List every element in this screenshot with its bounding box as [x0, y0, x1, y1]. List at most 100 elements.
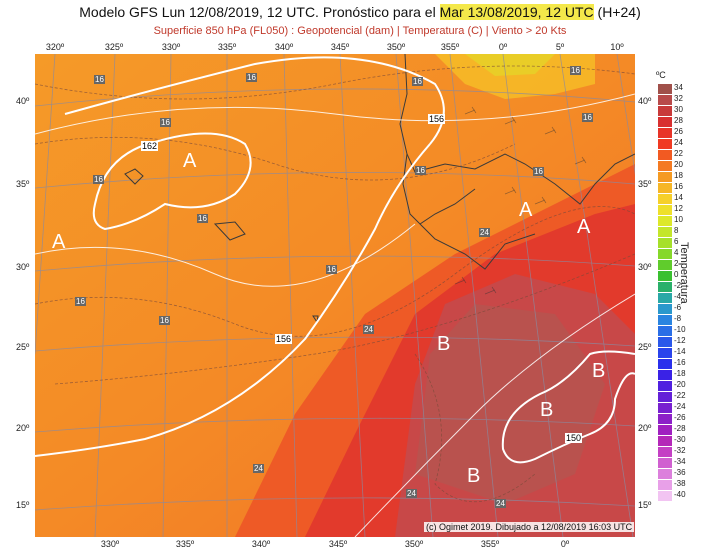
legend-label: 34	[674, 83, 683, 92]
legend-swatch	[658, 260, 672, 270]
legend-label: -16	[674, 358, 686, 367]
high-pressure-label: A	[52, 231, 66, 253]
legend-label: 20	[674, 160, 683, 169]
legend-label: -26	[674, 413, 686, 422]
contour-label: 156	[428, 114, 446, 124]
legend-swatch	[658, 161, 672, 171]
lat-label-right: 35º	[638, 179, 652, 189]
lat-label-right: 20º	[638, 423, 652, 433]
lon-label-bottom: 330º	[100, 539, 120, 549]
legend-label: -30	[674, 435, 686, 444]
lat-label-right: 15º	[638, 500, 652, 510]
legend-label: -18	[674, 369, 686, 378]
legend-label: 30	[674, 105, 683, 114]
low-pressure-label: B	[467, 465, 481, 487]
legend-swatch	[658, 403, 672, 413]
legend-swatch	[658, 172, 672, 182]
legend-swatch	[658, 359, 672, 369]
legend-label: -36	[674, 468, 686, 477]
legend-title: Temperatura	[678, 242, 690, 304]
inner-core-region	[415, 304, 605, 504]
low-pressure-label: B	[592, 360, 606, 382]
lat-label-left: 20º	[16, 423, 30, 433]
contour-150	[501, 350, 635, 464]
temperature-label: 16	[415, 166, 426, 175]
temperature-label: 16	[159, 316, 170, 325]
lon-label-top: 0º	[498, 42, 508, 52]
legend-label: -6	[674, 303, 682, 312]
lon-label-top: 340º	[274, 42, 294, 52]
temperature-label: 16	[94, 75, 105, 84]
map-title: Modelo GFS Lun 12/08/2019, 12 UTC. Pronó…	[79, 4, 641, 20]
legend-label: 8	[674, 226, 679, 235]
temperature-label: 24	[479, 228, 490, 237]
temperature-label: 16	[246, 73, 257, 82]
legend-swatch	[658, 238, 672, 248]
legend-swatch	[658, 414, 672, 424]
legend-label: -24	[674, 402, 686, 411]
legend-label: -8	[674, 314, 682, 323]
legend-swatch	[658, 271, 672, 281]
lat-label-left: 35º	[16, 179, 30, 189]
legend-swatch	[658, 436, 672, 446]
legend-label: 14	[674, 193, 683, 202]
contour-156	[35, 143, 431, 457]
legend-swatch	[658, 337, 672, 347]
contour-label: 162	[141, 141, 159, 151]
legend-label: -20	[674, 380, 686, 389]
wind-barbs	[454, 106, 587, 295]
legend-label: -38	[674, 479, 686, 488]
legend-swatch	[658, 348, 672, 358]
legend-label: 16	[674, 182, 683, 191]
weather-map[interactable]: A A A A B B B B 162 156 156 150 16 16 16…	[35, 54, 635, 537]
legend-label: 26	[674, 127, 683, 136]
temperature-label: 24	[495, 499, 506, 508]
legend-label: 22	[674, 149, 683, 158]
legend-swatch	[658, 183, 672, 193]
map-canvas	[35, 54, 635, 537]
lat-label-left: 30º	[16, 262, 30, 272]
legend-label: 24	[674, 138, 683, 147]
lon-label-top: 320º	[45, 42, 65, 52]
legend-label: 10	[674, 215, 683, 224]
temperature-label: 16	[582, 113, 593, 122]
legend-swatch	[658, 293, 672, 303]
lon-label-top: 335º	[217, 42, 237, 52]
legend-swatch	[658, 315, 672, 325]
lon-label-bottom: 0º	[560, 539, 570, 549]
legend-swatch	[658, 216, 672, 226]
legend-swatch	[658, 458, 672, 468]
legend-swatch	[658, 117, 672, 127]
legend-swatch	[658, 469, 672, 479]
legend-swatch	[658, 139, 672, 149]
legend-swatch	[658, 425, 672, 435]
temperature-label: 16	[93, 175, 104, 184]
legend-swatch	[658, 249, 672, 259]
lon-label-top: 330º	[161, 42, 181, 52]
temperature-label: 16	[197, 214, 208, 223]
lat-label-left: 15º	[16, 500, 30, 510]
legend-swatch	[658, 282, 672, 292]
temperature-label: 16	[570, 66, 581, 75]
legend-label: 18	[674, 171, 683, 180]
legend-swatch	[658, 447, 672, 457]
legend-label: 32	[674, 94, 683, 103]
low-pressure-label: B	[540, 399, 554, 421]
legend-label: -34	[674, 457, 686, 466]
lon-label-bottom: 350º	[404, 539, 424, 549]
legend-label: 28	[674, 116, 683, 125]
legend-swatch	[658, 381, 672, 391]
legend-label: -28	[674, 424, 686, 433]
lat-label-left: 40º	[16, 96, 30, 106]
temperature-label: 24	[253, 464, 264, 473]
lon-label-bottom: 345º	[328, 539, 348, 549]
high-pressure-label: A	[519, 199, 533, 221]
temperature-label: 16	[160, 118, 171, 127]
legend-label: 12	[674, 204, 683, 213]
lat-label-left: 25º	[16, 342, 30, 352]
temperature-label: 16	[533, 167, 544, 176]
high-pressure-label: A	[183, 150, 197, 172]
lon-label-top: 350º	[386, 42, 406, 52]
legend-swatch	[658, 392, 672, 402]
legend-swatch	[658, 491, 672, 501]
